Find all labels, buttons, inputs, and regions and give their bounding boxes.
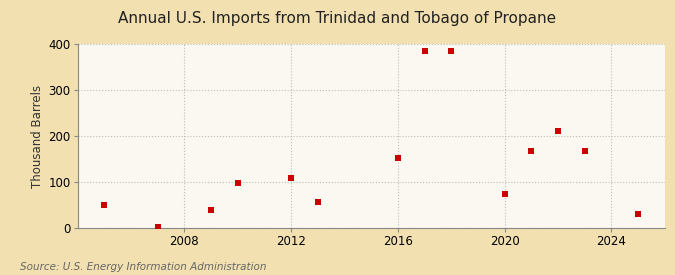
Point bbox=[313, 200, 323, 204]
Point bbox=[419, 49, 430, 53]
Point bbox=[446, 49, 457, 53]
Point bbox=[526, 149, 537, 153]
Point bbox=[286, 175, 296, 180]
Point bbox=[579, 149, 590, 153]
Point bbox=[500, 191, 510, 196]
Y-axis label: Thousand Barrels: Thousand Barrels bbox=[31, 85, 45, 188]
Text: Annual U.S. Imports from Trinidad and Tobago of Propane: Annual U.S. Imports from Trinidad and To… bbox=[118, 11, 557, 26]
Point bbox=[153, 225, 163, 230]
Point bbox=[632, 212, 643, 217]
Point bbox=[393, 156, 404, 160]
Point bbox=[232, 181, 243, 185]
Point bbox=[206, 208, 217, 212]
Text: Source: U.S. Energy Information Administration: Source: U.S. Energy Information Administ… bbox=[20, 262, 267, 272]
Point bbox=[553, 128, 564, 133]
Point bbox=[99, 203, 110, 207]
